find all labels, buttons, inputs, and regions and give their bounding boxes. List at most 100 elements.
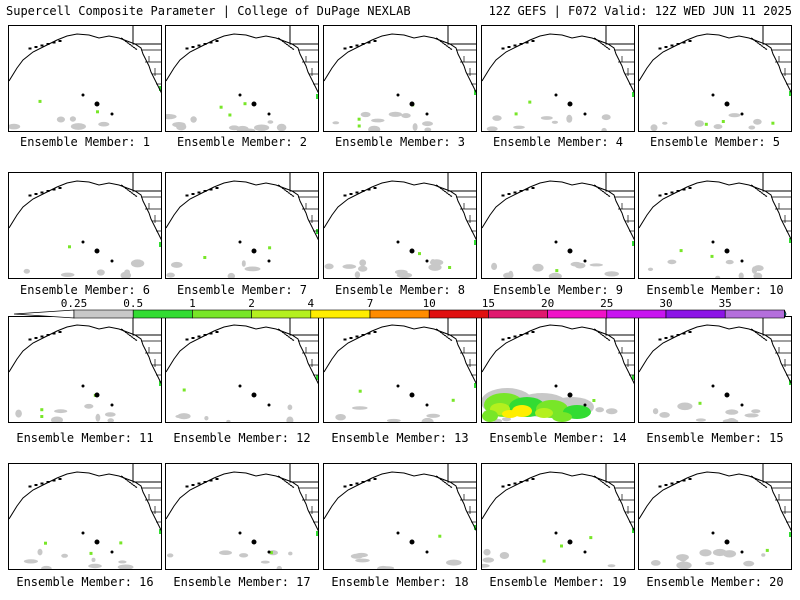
hawaii-island (110, 403, 114, 407)
hawaii-island (267, 550, 271, 554)
scp-contour-low (761, 553, 766, 557)
island-shape (603, 335, 607, 339)
island-shape (373, 478, 377, 480)
scp-contour-mid (219, 105, 223, 109)
island-shape (752, 38, 756, 42)
scp-contour-low (421, 417, 434, 422)
coastline (324, 464, 476, 554)
island-shape (601, 334, 605, 337)
scp-contour-low (401, 113, 411, 119)
island-shape (191, 46, 195, 48)
scp-contour-mid (182, 388, 186, 392)
island-shape (52, 332, 56, 335)
island-shape (209, 479, 213, 482)
island-shape (519, 190, 523, 192)
island-shape (750, 37, 754, 40)
hawaii-island (251, 101, 257, 107)
ensemble-member-label: Ensemble Member: 6 (19, 283, 151, 297)
island-shape (664, 193, 668, 195)
island-shape (52, 188, 56, 191)
scp-contour-low (166, 114, 177, 120)
ensemble-member-16-map (8, 463, 162, 570)
scp-contour-low (23, 268, 30, 274)
scp-contour-mid (474, 383, 476, 388)
scp-contour-mid (159, 381, 161, 386)
island-shape (120, 37, 124, 40)
island-shape (445, 191, 449, 195)
island-shape (361, 190, 365, 192)
island-shape (437, 476, 441, 480)
scp-contour-low (705, 561, 715, 566)
island-shape (287, 482, 291, 486)
island-shape (607, 485, 611, 489)
island-shape (764, 47, 768, 51)
scp-contour-low (352, 406, 368, 410)
scp-contour-mid (96, 110, 99, 114)
hawaii-island (425, 550, 429, 554)
border-line (762, 464, 791, 483)
scp-contour-low (738, 272, 744, 278)
island-shape (291, 194, 295, 198)
island-shape (34, 46, 38, 48)
scp-contour-low (695, 418, 706, 422)
scp-contour-low (171, 261, 183, 268)
hawaii-island (251, 539, 257, 545)
ensemble-member-14-map (481, 316, 635, 423)
island-shape (355, 44, 359, 47)
island-shape (287, 44, 291, 48)
scp-contour-low (358, 265, 368, 272)
scp-contour-low (589, 263, 603, 267)
scp-contour-low (107, 418, 114, 422)
scp-field (335, 383, 476, 422)
island-shape (285, 190, 289, 193)
hawaii-island (267, 403, 271, 407)
island-shape (52, 479, 56, 482)
map-plot (9, 173, 161, 278)
island-shape (605, 193, 609, 196)
island-shape (676, 190, 680, 192)
island-shape (676, 334, 680, 336)
island-shape (437, 185, 441, 189)
scp-contour-low (37, 548, 43, 556)
scp-contour-low (492, 115, 502, 121)
island-shape (52, 41, 56, 44)
island-shape (439, 331, 443, 334)
scp-contour-mid (528, 100, 532, 104)
coast-line (9, 471, 161, 532)
ensemble-member-label: Ensemble Member: 13 (331, 431, 469, 445)
island-shape (197, 335, 201, 338)
island-shape (124, 40, 128, 43)
scp-contour-low (130, 259, 145, 268)
island-shape (688, 187, 692, 189)
ensemble-member-label: Ensemble Member: 8 (334, 283, 466, 297)
island-shape (599, 332, 603, 336)
island-shape (605, 337, 609, 340)
island-shape (439, 40, 443, 43)
island-shape (597, 331, 601, 334)
scp-field (332, 90, 476, 131)
scp-contour-low (104, 412, 116, 417)
island-shape (343, 338, 347, 341)
ensemble-member-label: Ensemble Member: 3 (334, 135, 466, 149)
scp-contour-low (286, 416, 294, 422)
island-shape (215, 187, 219, 189)
scp-field (647, 238, 791, 278)
hawaii-island (554, 531, 558, 535)
island-shape (501, 194, 505, 197)
island-shape (134, 485, 138, 489)
scp-contour-low (359, 259, 367, 267)
scp-field (482, 375, 634, 422)
scp-contour-mid (159, 242, 161, 247)
hawaii-island (267, 259, 271, 263)
scp-contour-mid (474, 240, 476, 245)
border-line (132, 173, 161, 192)
ensemble-member-10-map (638, 172, 792, 279)
scp-contour-mid (438, 534, 442, 538)
island-shape (46, 334, 50, 336)
island-shape (525, 188, 529, 191)
island-shape (758, 481, 762, 484)
island-shape (279, 329, 283, 333)
coast-line (9, 324, 161, 385)
scp-contour-mid (451, 398, 455, 402)
island-shape (750, 475, 754, 478)
